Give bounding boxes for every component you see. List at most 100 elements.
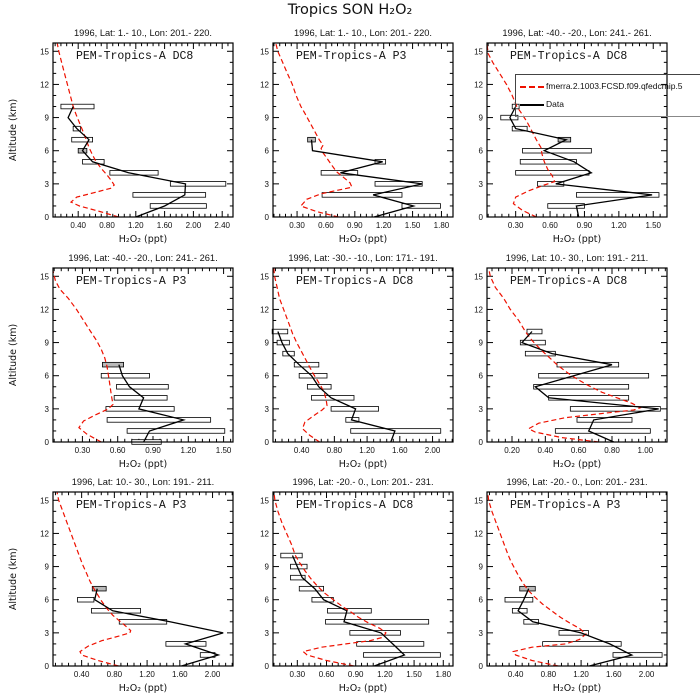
x-tick-label: 0.40 [294, 446, 310, 455]
y-tick-label: 9 [265, 114, 270, 123]
error-bar [169, 181, 227, 187]
x-tick-label: 1.20 [376, 221, 392, 230]
x-tick-label: 0.30 [290, 670, 306, 679]
x-axis-label: H₂O₂ (ppt) [119, 459, 167, 470]
x-tick-label: 0.40 [74, 670, 90, 679]
error-bar [327, 608, 372, 614]
legend-data-entry: Data [520, 99, 564, 109]
error-bar [519, 339, 546, 346]
error-bars [519, 328, 661, 434]
y-tick-label: 0 [265, 213, 270, 222]
y-axis-label: Altitude (km) [8, 324, 19, 386]
panel-4-chart: 0.30 0.60 0.90 1.20 1.50 0 3 6 9 12 15 PEM-Tropics-… [8, 267, 234, 470]
y-tick-label: 0 [265, 438, 270, 447]
x-tick-label: 2.00 [425, 446, 441, 455]
x-tick-label: 0.90 [577, 221, 593, 230]
x-tick-label: 1.80 [434, 221, 450, 230]
y-axis-label: Altitude (km) [8, 548, 19, 610]
x-tick-label: 0.80 [541, 670, 557, 679]
axis-ticks [273, 43, 453, 218]
panel-2-chart: 0.30 0.60 0.90 1.20 1.50 1.80 0 3 6 9 12 15 PEM-Trop… [260, 42, 454, 245]
error-bar [116, 384, 169, 390]
x-tick-label: 0.60 [110, 446, 126, 455]
axis-ticks [273, 268, 453, 443]
error-bar [106, 417, 212, 423]
y-tick-label: 3 [265, 405, 270, 414]
error-bars [60, 103, 227, 209]
panel-2-title: 1996, Lat: 1.- 10., Lon: 201.- 220. [293, 28, 432, 38]
y-tick-label: 6 [45, 372, 50, 381]
y-tick-label: 0 [45, 438, 50, 447]
x-tick-label: 1.80 [435, 670, 451, 679]
panel-7-chart: 0.40 0.80 1.20 1.60 2.00 0 3 6 9 12 15 PEM-Tropics-… [8, 491, 234, 694]
plot-box [486, 42, 668, 218]
x-axis-label: H₂O₂ (ppt) [553, 459, 601, 470]
error-bar [401, 203, 441, 209]
x-axis-label: H₂O₂ (ppt) [339, 683, 387, 694]
panel-1-title: 1996, Lat: 1.- 10., Lon: 201.- 220. [73, 28, 212, 38]
y-tick-label: 6 [265, 596, 270, 605]
aircraft-label: PEM-Tropics-A P3 [510, 499, 621, 512]
error-bar [515, 170, 590, 176]
aircraft-label: PEM-Tropics-A DC8 [76, 50, 193, 63]
error-bar [542, 641, 622, 647]
tick-labels: 0.30 0.60 0.90 1.20 1.50 1.80 0 3 6 9 12 15 [260, 496, 452, 679]
y-tick-label: 9 [479, 114, 484, 123]
data-series-line [67, 106, 187, 217]
error-bar [91, 585, 107, 592]
y-tick-label: 3 [265, 180, 270, 189]
aircraft-label: PEM-Tropics-A DC8 [510, 50, 627, 63]
panel-4-title: 1996, Lat: -40.- -20., Lon: 241.- 261. [68, 253, 218, 263]
x-tick-label: 0.60 [542, 221, 558, 230]
plot-box [486, 267, 668, 443]
x-axis-label: H₂O₂ (ppt) [119, 234, 167, 245]
legend-model-entry: fmerra.2.1003.FCSD.f09.qfedcmip.5 [520, 81, 683, 91]
x-axis-label: H₂O₂ (ppt) [339, 459, 387, 470]
x-tick-label: 1.60 [157, 221, 173, 230]
y-tick-label: 6 [479, 596, 484, 605]
x-tick-label: 2.00 [186, 221, 202, 230]
panel-9-title: 1996, Lat: -20.- 0., Lon: 201.- 231. [506, 477, 648, 487]
panel-8-title: 1996, Lat: -20.- 0., Lon: 201.- 231. [292, 477, 434, 487]
error-bar [126, 428, 226, 434]
error-bar [109, 170, 159, 176]
y-tick-label: 6 [479, 147, 484, 156]
error-bar [523, 619, 539, 625]
x-tick-label: 0.30 [508, 221, 524, 230]
y-tick-label: 3 [45, 405, 50, 414]
error-bar [311, 395, 355, 401]
error-bar [325, 619, 430, 625]
data-line-swatch [520, 103, 544, 106]
error-bar [547, 203, 585, 209]
x-tick-label: 0.80 [327, 446, 343, 455]
tick-labels: 0.40 0.80 1.20 1.60 2.00 0 3 6 9 12 15 [474, 496, 655, 679]
error-bar [522, 148, 592, 154]
error-bar [612, 652, 663, 658]
error-bar [77, 597, 95, 603]
error-bar [576, 192, 660, 198]
aircraft-label: PEM-Tropics-A DC8 [510, 275, 627, 288]
x-axis-label: H₂O₂ (ppt) [553, 683, 601, 694]
panel-5-title: 1996, Lat: -30.- -10., Lon: 171.- 191. [288, 253, 438, 263]
x-axis-label: H₂O₂ (ppt) [119, 683, 167, 694]
x-tick-label: 1.60 [392, 446, 408, 455]
x-tick-label: 1.50 [406, 670, 422, 679]
y-tick-label: 12 [260, 305, 269, 314]
plot-box [272, 267, 454, 443]
x-tick-label: 0.60 [571, 446, 587, 455]
model-series-line [273, 492, 387, 666]
error-bar [569, 406, 661, 412]
y-tick-label: 15 [260, 496, 269, 505]
panel-7-title: 1996, Lat: 10.- 30., Lon: 191.- 211. [71, 477, 215, 487]
figure-title: Tropics SON H₂O₂ [287, 2, 413, 18]
x-tick-label: 2.40 [214, 221, 230, 230]
x-tick-label: 0.40 [508, 670, 524, 679]
data-series-line [310, 139, 423, 217]
y-tick-label: 0 [479, 213, 484, 222]
x-tick-label: 1.60 [606, 670, 622, 679]
y-tick-label: 0 [45, 662, 50, 671]
y-tick-label: 6 [45, 596, 50, 605]
x-tick-label: 1.50 [645, 221, 661, 230]
y-tick-label: 6 [45, 147, 50, 156]
y-tick-label: 12 [260, 529, 269, 538]
